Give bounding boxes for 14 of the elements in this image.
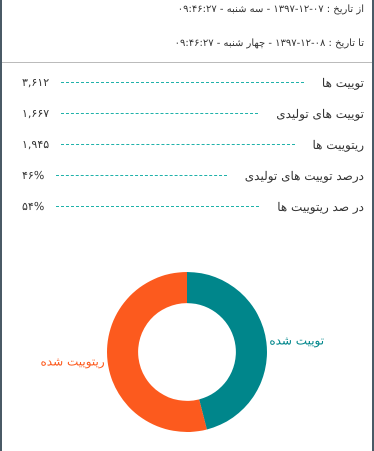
text: ۱,۶۶۷ (22, 107, 50, 120)
text: درصد توییت های تولیدی (244, 168, 364, 182)
text: در صد ریتوییت ها (277, 200, 364, 214)
text: توییت های تولیدی (276, 106, 364, 120)
text: ۱,۹۴۵ (22, 138, 50, 151)
text: ۴۶% (22, 169, 44, 182)
slice-label: توییت شده (269, 334, 324, 348)
text: توییت ها (322, 76, 364, 90)
slice-label: ریتوییت شده (40, 354, 105, 369)
text: ۵۴% (22, 200, 44, 213)
text: از تاریخ : ۰۷-۱۲-۱۳۹۷ - سه شنبه - ۰۹:۴۶:۲۷ (176, 3, 365, 17)
text: تا تاریخ : ۰۸-۱۲-۱۳۹۷ - چهار شنبه - ۰۹:۴۶:۲۷ (174, 37, 365, 51)
text: ریتوییت ها (312, 138, 364, 152)
text: ۳,۶۱۲ (22, 76, 50, 89)
